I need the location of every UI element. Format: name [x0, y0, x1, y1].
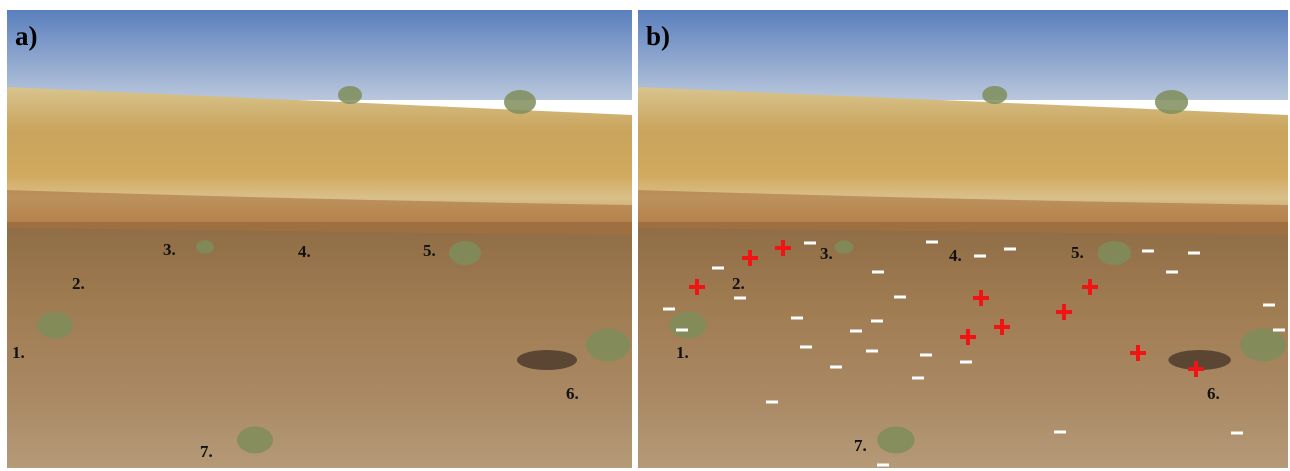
white-dash [663, 308, 675, 311]
site-number: 6. [1207, 384, 1220, 403]
white-dash [912, 377, 924, 380]
white-dash [926, 241, 938, 244]
site-number: 6. [566, 384, 579, 403]
white-dash [1188, 252, 1200, 255]
site-number: 7. [200, 442, 213, 461]
bush [37, 312, 73, 339]
site-number: 4. [298, 242, 311, 261]
site-number: 5. [423, 241, 436, 260]
white-dash [734, 297, 746, 300]
bush [982, 86, 1007, 104]
white-dash [960, 361, 972, 364]
white-dash [800, 346, 812, 349]
bush [586, 329, 630, 362]
white-dash [676, 329, 688, 332]
sky [638, 10, 1288, 100]
site-number: 1. [676, 343, 689, 362]
sky [7, 10, 632, 100]
site-number: 2. [732, 274, 745, 293]
white-dash [1004, 248, 1016, 251]
white-dash [920, 354, 932, 357]
ground [638, 222, 1288, 468]
panel-label: a) [15, 21, 38, 51]
white-dash [974, 255, 986, 258]
bush [835, 240, 854, 254]
white-dash [712, 267, 724, 270]
white-dash [830, 366, 842, 369]
white-dash [791, 317, 803, 320]
bush [504, 90, 536, 114]
bush [338, 86, 362, 104]
white-dash [894, 296, 906, 299]
shadow [517, 350, 577, 370]
bush [1098, 241, 1131, 265]
bush [669, 312, 706, 339]
white-dash [872, 271, 884, 274]
bush [196, 240, 214, 254]
photo-panel: a) 1. 2. 3. 4. 5. 6. 7. [7, 10, 632, 468]
white-dash [871, 320, 883, 323]
bush [237, 427, 273, 454]
white-dash [1231, 432, 1243, 435]
site-number: 5. [1071, 243, 1084, 262]
figure: a) 1. 2. 3. 4. 5. 6. 7. b) 1. 2. 3. 4. 5. 6. 7. [0, 0, 1290, 471]
site-number: 4. [949, 246, 962, 265]
white-dash [850, 330, 862, 333]
ground [7, 222, 632, 468]
white-dash [1054, 431, 1066, 434]
bush [449, 241, 481, 265]
site-number: 2. [72, 274, 85, 293]
white-dash [877, 464, 889, 467]
bush [877, 427, 914, 454]
site-number: 3. [163, 240, 176, 259]
white-dash [804, 242, 816, 245]
white-dash [1142, 250, 1154, 253]
bush [1155, 90, 1188, 114]
white-dash [1273, 329, 1285, 332]
site-number: 3. [820, 244, 833, 263]
white-dash [766, 401, 778, 404]
photo-panel: b) 1. 2. 3. 4. 5. 6. 7. [638, 10, 1288, 468]
white-dash [1166, 271, 1178, 274]
white-dash [1263, 304, 1275, 307]
white-dash [866, 350, 878, 353]
site-number: 1. [12, 343, 25, 362]
panel-label: b) [646, 21, 670, 51]
site-number: 7. [854, 436, 867, 455]
panels: a) 1. 2. 3. 4. 5. 6. 7. b) 1. 2. 3. 4. 5. 6. 7. [7, 10, 1288, 468]
bush [1240, 329, 1286, 362]
